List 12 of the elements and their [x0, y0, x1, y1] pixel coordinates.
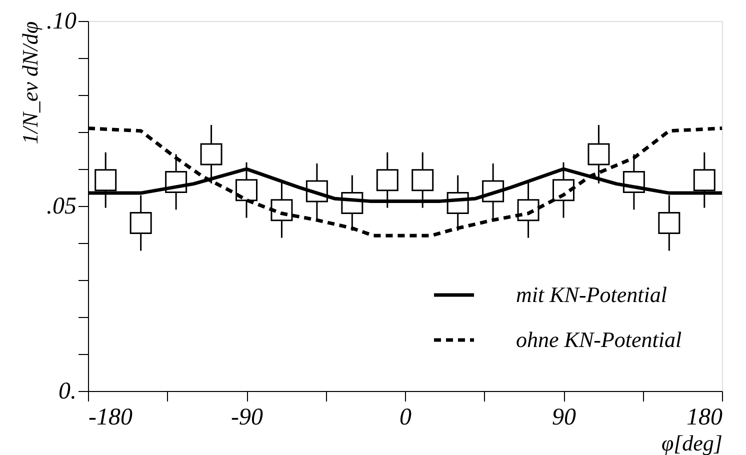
y-axis-title: 1/N_ev dN/dφ — [18, 22, 42, 144]
y-tick-label: 0. — [58, 378, 76, 404]
x-tick-label: 180 — [686, 404, 722, 430]
legend-label: mit KN-Potential — [516, 282, 667, 307]
x-tick-label: -180 — [88, 404, 132, 430]
y-tick-label: .05 — [46, 194, 76, 220]
legend-label: ohne KN-Potential — [516, 327, 682, 352]
x-axis-title: φ[deg] — [661, 430, 722, 455]
y-tick-label: .10 — [46, 8, 76, 34]
x-tick-label: -90 — [231, 404, 263, 430]
x-tick-label: 0 — [400, 404, 412, 430]
x-tick-label: 90 — [552, 404, 576, 430]
